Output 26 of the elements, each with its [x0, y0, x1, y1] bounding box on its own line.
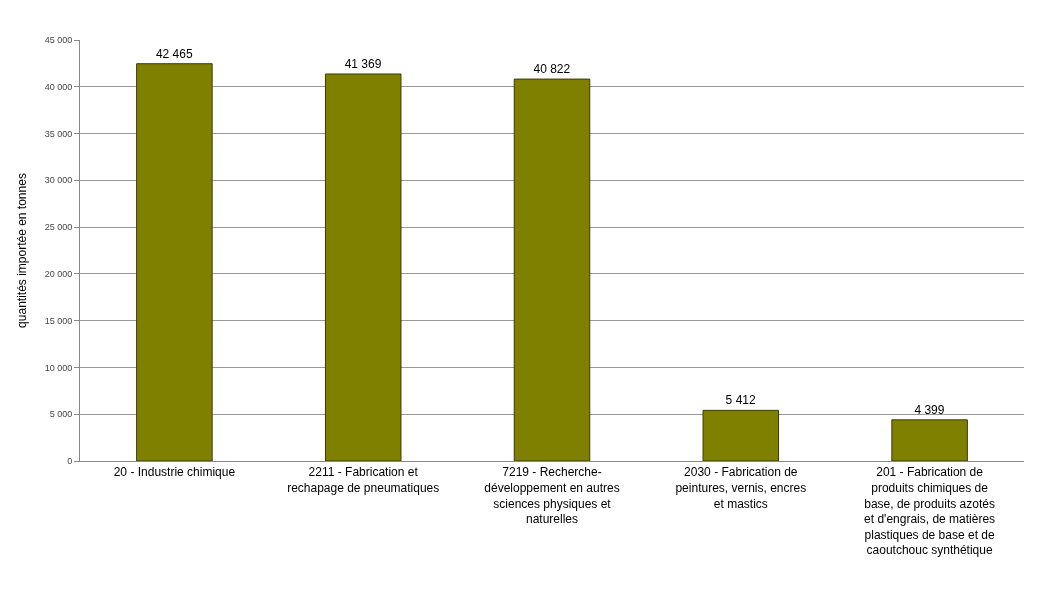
y-tick-label: 0 — [67, 456, 73, 467]
y-tick-label: 20 000 — [44, 269, 73, 280]
bar — [513, 78, 591, 461]
y-axis-title: quantités importée en tonnes — [14, 173, 29, 328]
x-tick-label: 2211 - Fabrication et rechapage de pneumatiques — [287, 465, 440, 495]
data-label: 5 412 — [725, 393, 756, 408]
bar — [891, 419, 968, 461]
y-tick-label: 25 000 — [44, 222, 73, 233]
bar — [702, 409, 780, 461]
x-tick-label: 201 - Fabrication de produits chimiques de base, de produits azotés et d'engrais, de matières plastiques de base et de caoutchouc synthétique — [864, 465, 996, 558]
y-tick-label: 30 000 — [44, 175, 73, 186]
y-tick-label: 35 000 — [44, 128, 73, 139]
y-tick-label: 5 000 — [49, 409, 73, 420]
y-tick-label: 10 000 — [44, 362, 73, 373]
data-label: 42 465 — [155, 46, 193, 61]
bar — [136, 63, 213, 461]
x-tick-label: 7219 - Recherche-développement en autres sciences physiques et naturelles — [484, 465, 620, 527]
y-tick-label: 40 000 — [44, 81, 73, 92]
bar — [324, 73, 402, 461]
data-label: 41 369 — [344, 56, 382, 71]
x-tick-label: 2030 - Fabrication de peintures, vernis, encres et mastics — [675, 465, 807, 511]
x-tick-label: 20 - Industrie chimique — [113, 465, 236, 480]
y-tick-label: 45 000 — [44, 35, 73, 46]
y-tick-label: 15 000 — [44, 315, 73, 326]
data-label: 4 399 — [914, 402, 945, 417]
data-label: 40 822 — [533, 62, 571, 77]
